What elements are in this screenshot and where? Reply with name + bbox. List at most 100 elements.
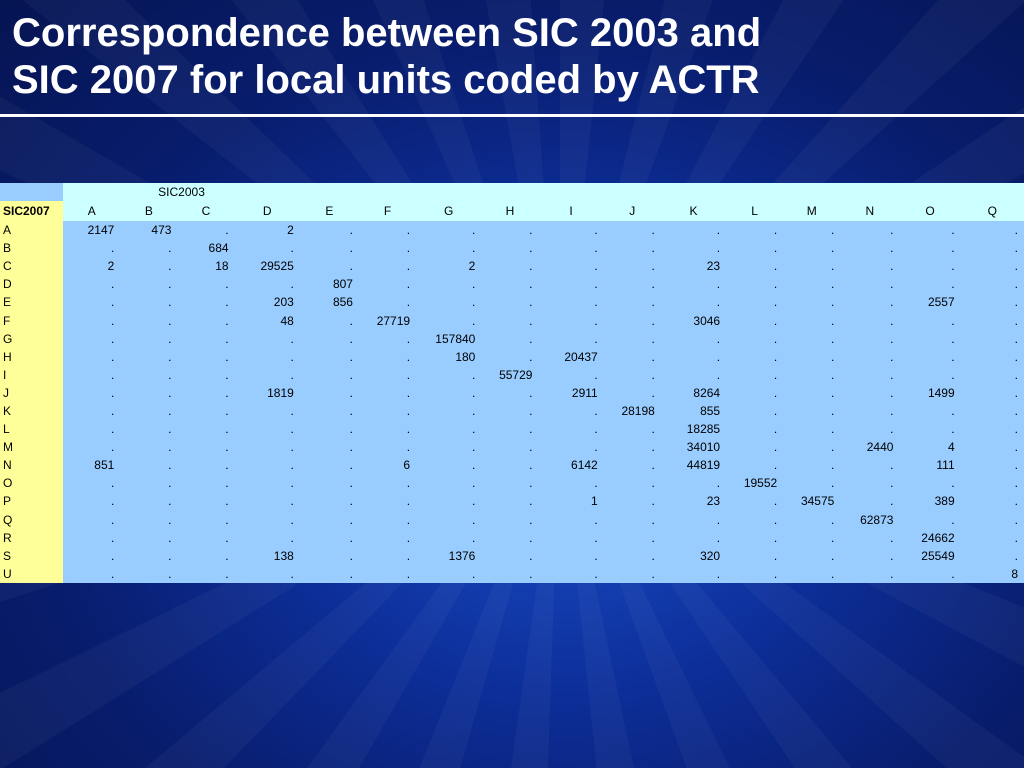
table-cell: .	[63, 347, 121, 366]
table-cell: .	[63, 239, 121, 258]
row-label: P	[0, 492, 64, 511]
table-cell: .	[726, 401, 784, 421]
table-cell: .	[783, 221, 841, 240]
table-cell: .	[234, 420, 300, 439]
table-cell: .	[177, 275, 235, 294]
table-cell: 2440	[840, 438, 900, 457]
table-cell: .	[603, 383, 661, 402]
table-cell: .	[299, 311, 359, 330]
table-cell: 44819	[660, 456, 727, 475]
column-header: O	[899, 201, 961, 221]
table-cell: .	[177, 383, 235, 402]
table-cell: 55729	[481, 365, 539, 384]
table-cell: .	[538, 329, 604, 348]
table-cell: .	[960, 510, 1024, 529]
table-cell: .	[840, 492, 900, 511]
table-cell: .	[960, 311, 1024, 330]
slide-title: Correspondence between SIC 2003 and SIC …	[12, 10, 761, 104]
column-header: J	[603, 201, 661, 221]
row-label: C	[0, 257, 64, 276]
table-cell: .	[726, 564, 784, 583]
table-cell: 24662	[899, 528, 961, 547]
table-cell: .	[416, 420, 482, 439]
table-row: A 2147 473. 2............	[0, 221, 1024, 240]
column-header: D	[234, 201, 300, 221]
table-cell: .	[63, 492, 121, 511]
table-row: P........ 1. 23. 34575. 389.	[0, 492, 1024, 511]
column-header: E	[299, 201, 359, 221]
table-cell: .	[783, 546, 841, 565]
table-cell: .	[120, 510, 178, 529]
table-cell: 855	[660, 401, 727, 421]
table-cell: .	[358, 564, 417, 583]
table-cell: .	[234, 401, 300, 421]
table-cell: .	[234, 456, 300, 475]
table-cell: .	[538, 365, 604, 384]
table-cell: .	[783, 564, 841, 583]
table-cell: .	[120, 474, 178, 493]
table-cell: .	[660, 510, 727, 529]
table-cell: .	[63, 293, 121, 312]
table-cell: .	[416, 221, 482, 240]
column-header: I	[538, 201, 604, 221]
table-cell: .	[660, 275, 727, 294]
table-cell: .	[358, 420, 417, 439]
table-cell: .	[416, 510, 482, 529]
table-cell: .	[960, 420, 1024, 439]
table-cell: .	[660, 347, 727, 366]
table-cell: .	[120, 311, 178, 330]
table-cell: .	[603, 329, 661, 348]
table-cell: .	[481, 221, 539, 240]
table-cell: .	[358, 329, 417, 348]
table-cell: .	[177, 401, 235, 421]
table-cell: .	[299, 528, 359, 547]
table-row: C 2. 18 29525.. 2... 23.....	[0, 257, 1024, 276]
table-cell: .	[358, 239, 417, 258]
table-cell: .	[603, 347, 661, 366]
title-divider	[0, 114, 1024, 117]
table-row: O........... 19552....	[0, 474, 1024, 493]
table-cell: .	[840, 329, 900, 348]
table-cell: .	[783, 347, 841, 366]
table-cell: .	[899, 365, 961, 384]
table-cell: .	[840, 456, 900, 475]
table-cell: .	[63, 401, 121, 421]
table-cell: .	[416, 564, 482, 583]
table-cell: .	[726, 347, 784, 366]
table-cell: .	[358, 528, 417, 547]
row-label: F	[0, 311, 64, 330]
table-cell: .	[63, 329, 121, 348]
table-cell: .	[603, 221, 661, 240]
table-cell: .	[177, 221, 235, 240]
column-header: K	[660, 201, 727, 221]
table-cell: .	[481, 275, 539, 294]
table-cell: .	[603, 528, 661, 547]
table-cell: .	[234, 492, 300, 511]
table-cell: .	[120, 365, 178, 384]
table-cell: .	[481, 510, 539, 529]
table-cell: .	[726, 438, 784, 457]
table-cell: .	[538, 257, 604, 276]
table-cell: 34575	[783, 492, 841, 511]
table-cell: .	[120, 257, 178, 276]
table-cell: .	[899, 564, 961, 583]
table-cell: .	[299, 347, 359, 366]
table-cell: 1376	[416, 546, 482, 565]
table-row: J... 1819.... 2911. 8264... 1499.	[0, 383, 1024, 402]
table-cell: .	[538, 311, 604, 330]
table-cell: .	[63, 365, 121, 384]
table-cell: .	[481, 293, 539, 312]
table-cell: .	[481, 546, 539, 565]
table-cell: .	[603, 293, 661, 312]
table-cell: 856	[299, 293, 359, 312]
table-cell: .	[234, 239, 300, 258]
table-cell: .	[177, 293, 235, 312]
row-label: Q	[0, 510, 64, 529]
row-label: N	[0, 456, 64, 475]
row-label: A	[0, 221, 64, 240]
table-cell: .	[63, 275, 121, 294]
table-cell: .	[120, 492, 178, 511]
column-header: N	[840, 201, 900, 221]
table-cell: .	[603, 456, 661, 475]
table-cell: .	[299, 510, 359, 529]
